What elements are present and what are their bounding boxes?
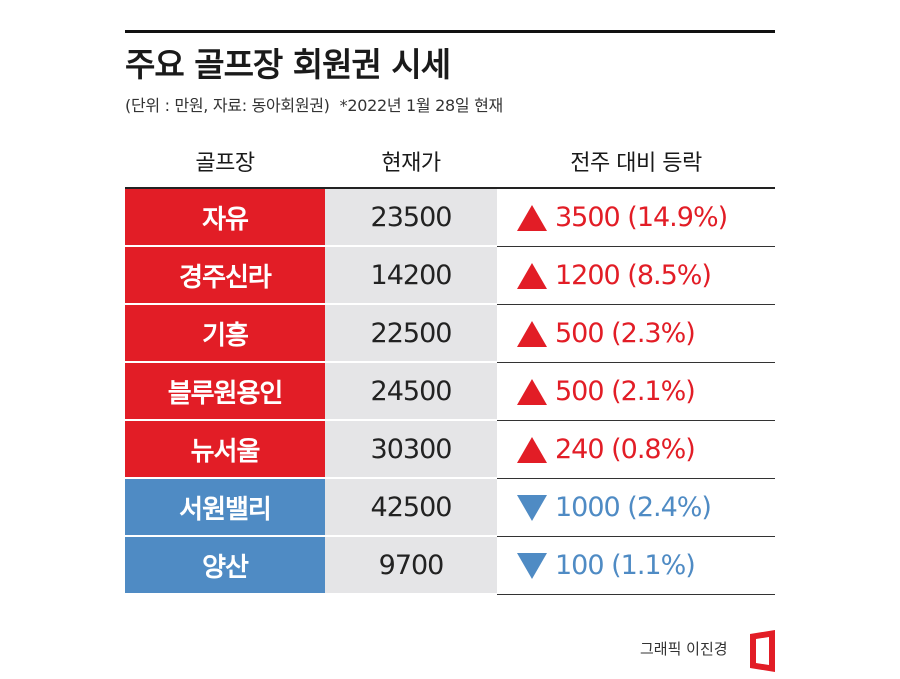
triangle-up-icon [517, 436, 547, 463]
change-value: 3500 (14.9%) [555, 202, 728, 233]
weekly-change: 1000 (2.4%) [497, 479, 775, 537]
golf-course-name: 자유 [125, 189, 325, 245]
price-table: 골프장 현재가 전주 대비 등락 자유 23500 3500 (14.9%) 경주신라… [125, 134, 775, 595]
triangle-up-icon [517, 320, 547, 347]
date-note: *2022년 1월 28일 현재 [339, 96, 504, 115]
table-row: 블루원용인 24500 500 (2.1%) [125, 363, 775, 421]
golf-course-name: 양산 [125, 537, 325, 593]
triangle-up-icon [517, 204, 547, 231]
golf-course-name: 뉴서울 [125, 421, 325, 477]
donga-logo-icon [750, 630, 775, 672]
triangle-down-icon [517, 494, 547, 521]
current-price: 30300 [325, 421, 497, 477]
triangle-down-icon [517, 552, 547, 579]
golf-course-name: 경주신라 [125, 247, 325, 303]
table-row: 자유 23500 3500 (14.9%) [125, 189, 775, 247]
change-value: 500 (2.3%) [555, 318, 696, 349]
weekly-change: 1200 (8.5%) [497, 247, 775, 305]
change-value: 1000 (2.4%) [555, 492, 712, 523]
table-row: 서원밸리 42500 1000 (2.4%) [125, 479, 775, 537]
table-row: 경주신라 14200 1200 (8.5%) [125, 247, 775, 305]
header-golf-course: 골프장 [195, 150, 255, 176]
chart-title: 주요 골프장 회원권 시세 [125, 45, 451, 84]
current-price: 23500 [325, 189, 497, 245]
unit-source-note: (단위 : 만원, 자료: 동아회원권) [125, 96, 330, 115]
table-row: 기흥 22500 500 (2.3%) [125, 305, 775, 363]
graphic-credit: 그래픽 이진경 [640, 640, 728, 658]
header-weekly-change: 전주 대비 등락 [570, 150, 702, 176]
change-value: 240 (0.8%) [555, 434, 696, 465]
header-current-price: 현재가 [381, 150, 441, 176]
chart-subtitle: (단위 : 만원, 자료: 동아회원권) *2022년 1월 28일 현재 [125, 92, 503, 116]
weekly-change: 100 (1.1%) [497, 537, 775, 595]
weekly-change: 500 (2.3%) [497, 305, 775, 363]
table-body: 자유 23500 3500 (14.9%) 경주신라 14200 1200 (8.5%) 기… [125, 189, 775, 595]
table-row: 뉴서울 30300 240 (0.8%) [125, 421, 775, 479]
triangle-up-icon [517, 378, 547, 405]
change-value: 1200 (8.5%) [555, 260, 712, 291]
change-value: 100 (1.1%) [555, 550, 696, 581]
table-header-row: 골프장 현재가 전주 대비 등락 [125, 134, 775, 189]
weekly-change: 3500 (14.9%) [497, 189, 775, 247]
current-price: 22500 [325, 305, 497, 361]
current-price: 9700 [325, 537, 497, 593]
golf-course-name: 기흥 [125, 305, 325, 361]
current-price: 14200 [325, 247, 497, 303]
current-price: 42500 [325, 479, 497, 535]
change-value: 500 (2.1%) [555, 376, 696, 407]
table-row: 양산 9700 100 (1.1%) [125, 537, 775, 595]
golf-course-name: 블루원용인 [125, 363, 325, 419]
triangle-up-icon [517, 262, 547, 289]
weekly-change: 500 (2.1%) [497, 363, 775, 421]
golf-course-name: 서원밸리 [125, 479, 325, 535]
top-rule [125, 30, 775, 33]
current-price: 24500 [325, 363, 497, 419]
weekly-change: 240 (0.8%) [497, 421, 775, 479]
